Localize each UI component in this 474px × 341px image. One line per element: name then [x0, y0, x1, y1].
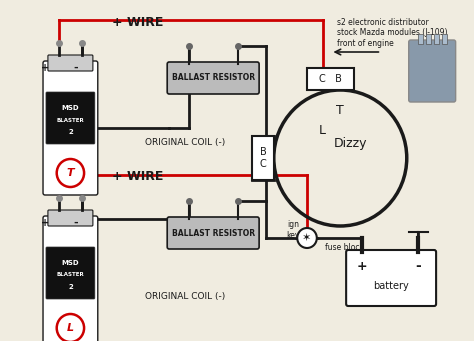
Text: battery: battery	[373, 281, 409, 291]
Text: C   B: C B	[319, 74, 342, 84]
Text: BLASTER: BLASTER	[56, 272, 84, 278]
Text: MSD: MSD	[62, 105, 79, 111]
FancyBboxPatch shape	[46, 247, 95, 299]
Text: MSD: MSD	[62, 260, 79, 266]
Text: s2 electronic distributor
stock Mazda modules (J-109)
front of engine: s2 electronic distributor stock Mazda mo…	[337, 18, 448, 48]
FancyBboxPatch shape	[307, 68, 354, 90]
Text: Dizzy: Dizzy	[333, 136, 367, 149]
Text: -: -	[73, 218, 78, 228]
FancyBboxPatch shape	[48, 210, 93, 226]
Text: ✶: ✶	[302, 233, 312, 243]
Text: -: -	[73, 63, 78, 73]
FancyBboxPatch shape	[167, 62, 259, 94]
Text: ORIGINAL COIL (-): ORIGINAL COIL (-)	[145, 137, 225, 147]
Text: -: -	[416, 259, 421, 273]
FancyBboxPatch shape	[409, 40, 456, 102]
FancyBboxPatch shape	[346, 250, 436, 306]
FancyBboxPatch shape	[434, 34, 439, 44]
Text: ORIGINAL COIL (-): ORIGINAL COIL (-)	[145, 292, 225, 300]
FancyBboxPatch shape	[442, 34, 447, 44]
Text: + WIRE: + WIRE	[112, 170, 164, 183]
Text: + WIRE: + WIRE	[112, 15, 164, 29]
FancyBboxPatch shape	[43, 216, 98, 341]
Text: ign
key: ign key	[287, 220, 300, 240]
Text: BALLAST RESISTOR: BALLAST RESISTOR	[172, 228, 255, 237]
Text: T: T	[66, 168, 74, 178]
FancyBboxPatch shape	[252, 136, 274, 180]
Text: T: T	[337, 104, 344, 117]
Text: 2: 2	[68, 129, 73, 135]
FancyBboxPatch shape	[167, 217, 259, 249]
FancyBboxPatch shape	[419, 34, 423, 44]
Text: BALLAST RESISTOR: BALLAST RESISTOR	[172, 74, 255, 83]
Text: +: +	[41, 218, 49, 228]
Text: 2: 2	[68, 284, 73, 290]
FancyBboxPatch shape	[46, 92, 95, 144]
Text: L: L	[67, 323, 74, 333]
Text: +: +	[41, 63, 49, 73]
Text: fuse block: fuse block	[325, 243, 364, 252]
FancyBboxPatch shape	[43, 61, 98, 195]
Text: L: L	[319, 123, 326, 136]
Text: +: +	[356, 260, 367, 272]
FancyBboxPatch shape	[48, 55, 93, 71]
FancyBboxPatch shape	[426, 34, 431, 44]
Text: B
C: B C	[260, 147, 266, 169]
Circle shape	[297, 228, 317, 248]
Text: BLASTER: BLASTER	[56, 118, 84, 122]
